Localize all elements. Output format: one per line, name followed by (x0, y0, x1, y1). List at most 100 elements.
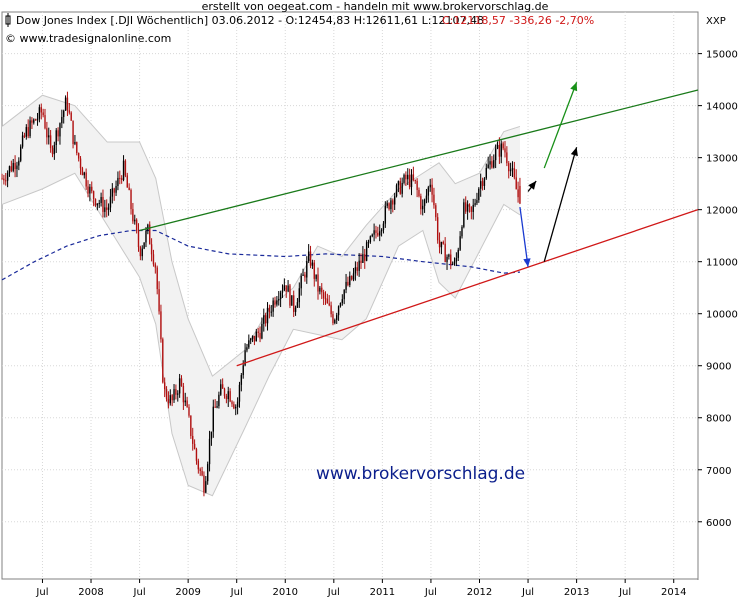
candle-body (10, 166, 13, 171)
candle-body (1, 178, 3, 180)
candle-body (350, 275, 353, 280)
candle-body (379, 231, 381, 236)
candle-body (36, 118, 39, 121)
candle-body (390, 200, 392, 210)
candle-body (206, 464, 209, 482)
candle-body (169, 395, 171, 404)
candle-body (268, 307, 271, 312)
candle-body (431, 184, 433, 195)
candle-body (119, 177, 121, 179)
y-tick-label: 12000 (706, 206, 738, 217)
candle-body (315, 274, 317, 279)
candle-body (483, 178, 486, 186)
candle-body (122, 160, 125, 180)
x-tick-label: 2009 (175, 587, 200, 598)
candle-body (466, 204, 469, 212)
candle-body (134, 219, 136, 222)
candle-body (74, 141, 76, 144)
candle-body (459, 236, 461, 250)
candle-body (276, 300, 278, 305)
candle-body (156, 267, 158, 290)
candle-body (186, 400, 188, 408)
candle-body (423, 199, 426, 206)
candle-body (328, 303, 330, 306)
candle-body (371, 234, 373, 237)
candle-body (313, 262, 315, 279)
candle-body (375, 230, 377, 233)
bollinger-lower (1, 172, 521, 497)
arrow-layer (519, 81, 578, 267)
candle-layer (1, 91, 521, 497)
x-tick-label: Jul (327, 587, 340, 598)
candle-body (309, 251, 312, 266)
candle-body (451, 263, 454, 265)
candle-body (42, 112, 44, 116)
candle-body (278, 299, 280, 301)
candle-body (427, 187, 430, 196)
candle-body (77, 153, 80, 159)
candle-body (324, 298, 327, 300)
candle-body (244, 350, 246, 366)
candle-body (345, 281, 347, 290)
y-tick-label: 14000 (706, 102, 738, 113)
candle-body (491, 161, 493, 168)
candle-body (163, 382, 166, 390)
candle-body (481, 181, 484, 186)
candle-body (339, 302, 342, 307)
candle-body (8, 166, 11, 173)
candle-body (92, 191, 95, 199)
candle-body (498, 144, 501, 157)
candle-body (143, 242, 145, 249)
candle-body (184, 400, 186, 403)
x-tick-label: Jul (35, 587, 48, 598)
candle-body (49, 135, 52, 149)
candle-body (330, 305, 332, 315)
candle-body (504, 148, 506, 153)
candle-body (68, 110, 71, 113)
candle-body (158, 289, 160, 312)
candle-body (128, 187, 130, 191)
forecast-arrowhead (528, 181, 537, 190)
candle-body (369, 236, 372, 243)
x-tick-label: 2014 (661, 587, 686, 598)
candle-body (296, 302, 299, 308)
candle-body (283, 285, 286, 291)
candle-body (478, 188, 480, 201)
candle-body (193, 443, 196, 450)
candle-body (85, 172, 87, 187)
candle-body (98, 202, 100, 204)
candle-body (485, 167, 487, 179)
candle-body (208, 438, 211, 465)
candle-body (246, 347, 248, 351)
candle-body (223, 388, 226, 396)
candle-body (450, 254, 452, 265)
candle-body (336, 315, 338, 320)
candle-body (306, 261, 308, 278)
candle-body (64, 97, 67, 111)
candle-body (304, 274, 306, 278)
candle-body (210, 431, 213, 439)
candle-body (377, 232, 379, 236)
candle-body (59, 123, 61, 137)
upper-channel-trendline (139, 89, 699, 232)
candle-body (298, 288, 301, 303)
candle-body (66, 97, 69, 111)
candle-body (167, 398, 170, 404)
candle-body (3, 178, 5, 181)
candle-body (12, 163, 14, 171)
candle-body (341, 299, 344, 303)
candle-body (152, 254, 155, 265)
x-tick-label: Jul (424, 587, 437, 598)
candle-body (470, 206, 473, 212)
lower-support-trendline (236, 209, 699, 367)
candle-body (321, 287, 323, 293)
candle-body (266, 307, 269, 324)
candle-body (401, 182, 403, 194)
candle-body (509, 169, 512, 172)
candle-body (397, 181, 400, 186)
candle-body (102, 197, 104, 212)
candle-body (238, 384, 241, 402)
candle-body (405, 174, 407, 180)
x-tick-label: 2012 (467, 587, 492, 598)
candle-body (147, 224, 149, 231)
